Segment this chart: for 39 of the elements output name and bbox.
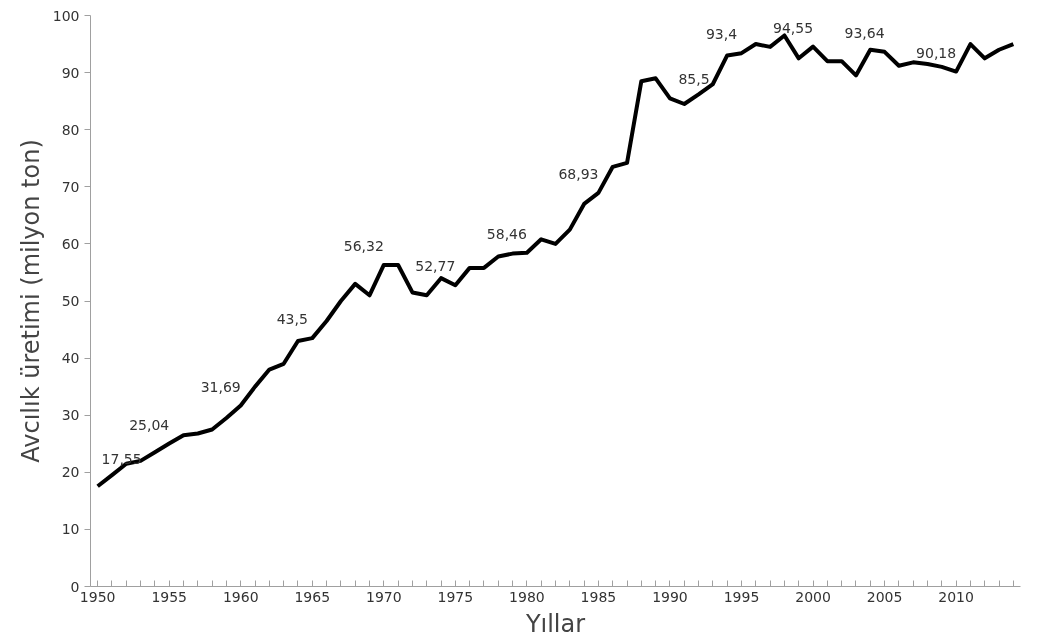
y-tick-label: 100	[52, 7, 80, 24]
x-tick-label: 1980	[509, 588, 545, 605]
y-tick-label: 20	[61, 464, 80, 481]
x-tick-label: 1990	[652, 588, 688, 605]
data-label: 56,32	[343, 237, 384, 254]
data-label: 94,55	[773, 19, 814, 36]
y-tick-label: 60	[61, 235, 80, 252]
data-label: 90,18	[916, 44, 957, 61]
x-tick-label: 2010	[938, 588, 974, 605]
y-tick-label: 0	[70, 578, 80, 595]
y-tick-label: 90	[61, 64, 80, 81]
x-tick-label: 1955	[151, 588, 188, 605]
y-tick-label: 50	[61, 293, 80, 309]
data-label: 25,04	[129, 416, 170, 433]
y-tick-label: 30	[61, 407, 80, 424]
y-axis-title: Avcılık üretimi (milyon ton)	[16, 139, 45, 463]
data-label: 17,55	[101, 451, 142, 468]
x-tick-label: 2005	[866, 588, 903, 605]
x-tick-label: 1960	[222, 588, 259, 605]
x-tick-label: 1950	[79, 588, 116, 605]
y-tick-label: 80	[61, 121, 80, 138]
data-label: 31,69	[200, 378, 241, 395]
y-tick-label: 70	[61, 178, 80, 195]
y-tick-label: 40	[61, 350, 80, 367]
data-label: 43,5	[276, 311, 308, 328]
data-label: 93,4	[705, 26, 738, 43]
data-label: 52,77	[415, 258, 456, 275]
x-tick-label: 1970	[365, 588, 402, 605]
data-label: 85,5	[678, 71, 710, 88]
x-tick-label: 1985	[580, 588, 617, 605]
data-label: 68,93	[558, 165, 599, 182]
x-tick-label: 1965	[294, 588, 331, 605]
data-label: 93,64	[844, 24, 885, 41]
x-axis-title: Yıllar	[524, 609, 586, 638]
x-tick-label: 2000	[795, 588, 831, 605]
x-tick-label: 1975	[437, 588, 474, 605]
x-tick-label: 1995	[723, 588, 760, 605]
y-tick-label: 10	[61, 521, 80, 538]
data-label: 58,46	[486, 225, 528, 242]
